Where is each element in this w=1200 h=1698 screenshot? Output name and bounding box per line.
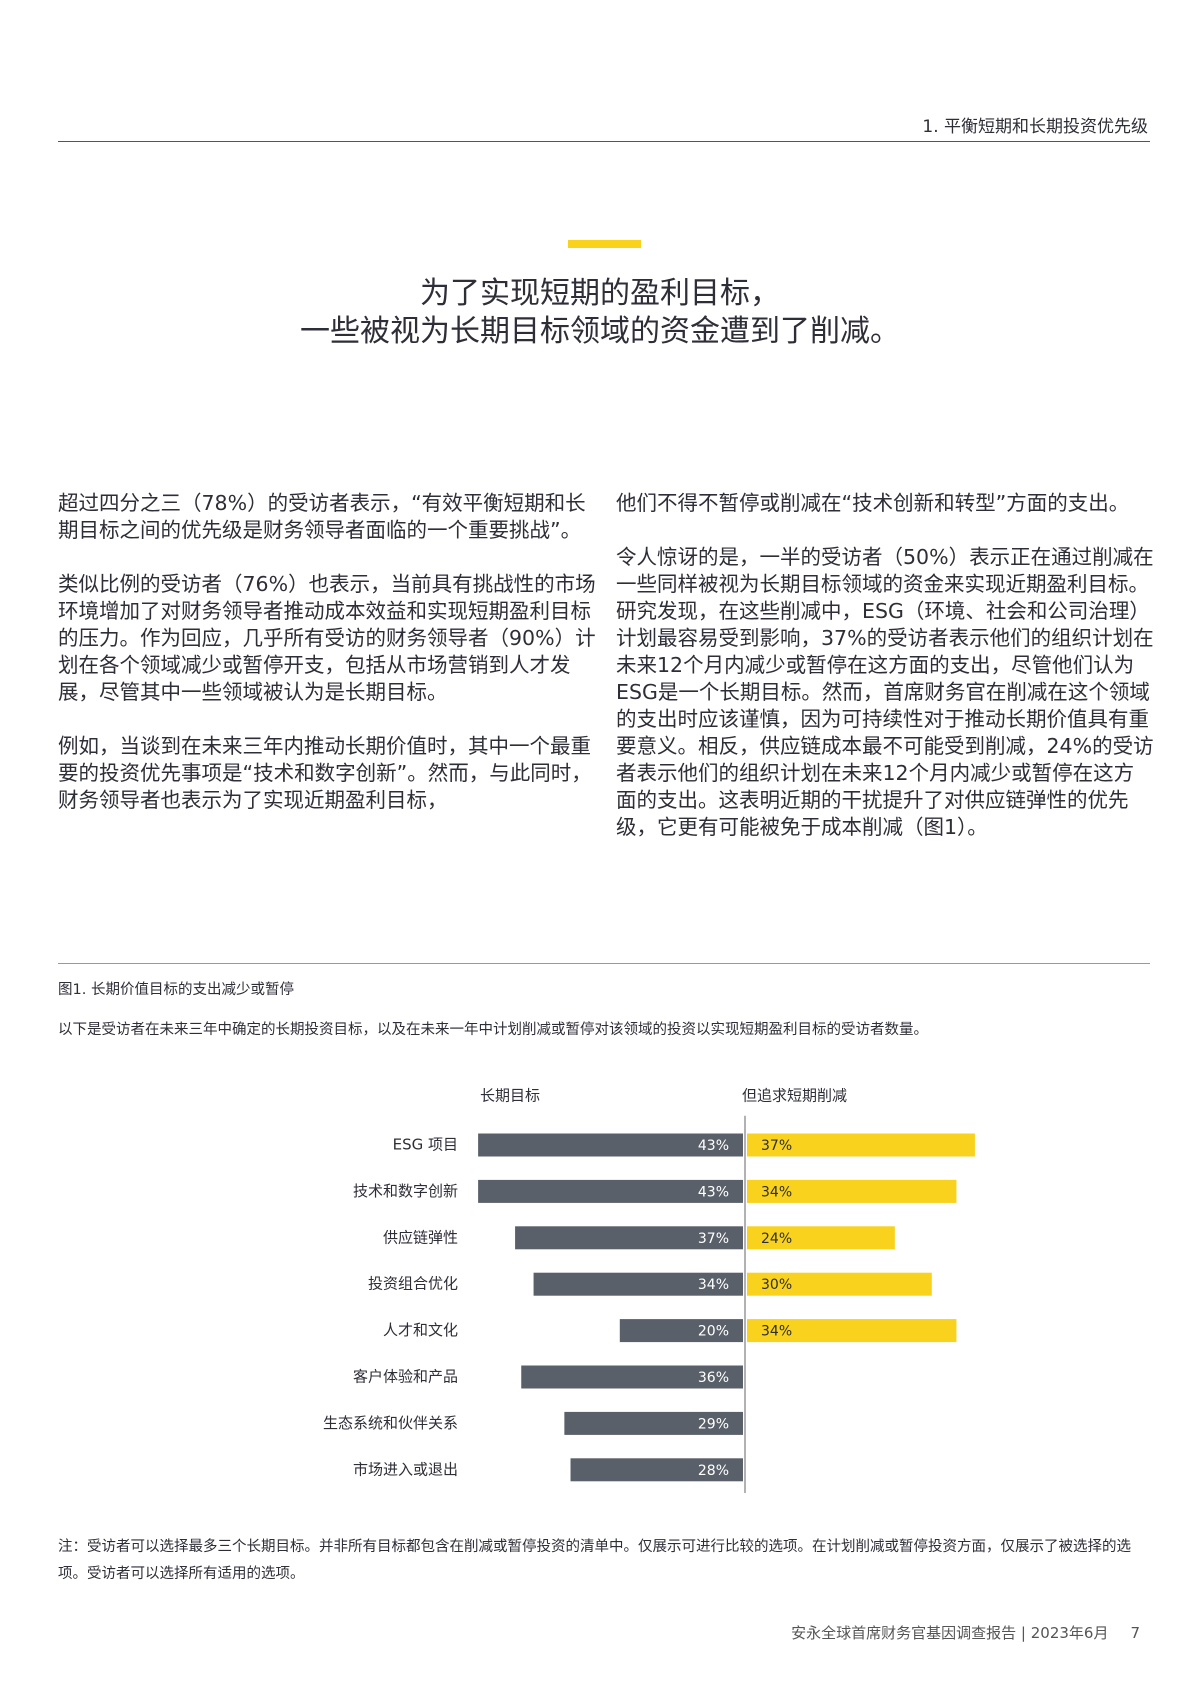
category-label: ESG 项目 xyxy=(393,1136,458,1154)
bar xyxy=(747,1272,932,1296)
page-number: 7 xyxy=(1130,1624,1140,1642)
bar xyxy=(570,1458,743,1482)
figure-subtitle: 以下是受访者在未来三年中确定的长期投资目标，以及在未来一年中计划削减或暂停对该领… xyxy=(58,1022,928,1038)
left-column: 超过四分之三（78%）的受访者表示，“有效平衡短期和长期目标之间的优先级是财务领… xyxy=(58,490,596,841)
category-label: 客户体验和产品 xyxy=(353,1368,458,1386)
value-label: 28% xyxy=(698,1463,729,1479)
value-label: 37% xyxy=(698,1231,729,1247)
footnote: 注：受访者可以选择最多三个长期目标。并非所有目标都包含在削减或暂停投资的清单中。… xyxy=(58,1539,1131,1582)
bar xyxy=(478,1133,743,1157)
paragraph: 他们不得不暂停或削减在“技术创新和转型”方面的支出。 xyxy=(616,491,1130,515)
value-label: 43% xyxy=(698,1184,729,1200)
report-name: 安永全球首席财务官基因调查报告 | 2023年6月 xyxy=(791,1624,1109,1642)
bar xyxy=(747,1179,957,1203)
value-label: 37% xyxy=(761,1138,792,1154)
bar xyxy=(619,1319,743,1343)
value-label: 29% xyxy=(698,1416,729,1432)
rule xyxy=(58,963,1150,964)
paragraph: 令人惊讶的是，一半的受访者（50%）表示正在通过削减在一些同样被视为长期目标领域… xyxy=(616,545,1154,839)
figure-title: 图1. 长期价值目标的支出减少或暂停 xyxy=(58,982,294,998)
rule xyxy=(58,141,1150,142)
series-header: 但追求短期削减 xyxy=(742,1087,847,1105)
series-header: 长期目标 xyxy=(480,1087,540,1105)
bar xyxy=(478,1179,743,1203)
paragraph: 超过四分之三（78%）的受访者表示，“有效平衡短期和长期目标之间的优先级是财务领… xyxy=(58,491,586,542)
category-label: 供应链弹性 xyxy=(383,1228,458,1246)
bar xyxy=(747,1226,895,1250)
section-title: 1. 平衡短期和长期投资优先级 xyxy=(922,117,1148,137)
value-label: 34% xyxy=(761,1324,792,1340)
bar xyxy=(533,1272,743,1296)
value-label: 43% xyxy=(698,1138,729,1154)
paragraph: 类似比例的受访者（76%）也表示，当前具有挑战性的市场环境增加了对财务领导者推动… xyxy=(58,572,596,704)
bar xyxy=(747,1133,975,1157)
right-column: 他们不得不暂停或削减在“技术创新和转型”方面的支出。 令人惊讶的是，一半的受访者… xyxy=(616,490,1154,868)
footer: 安永全球首席财务官基因调查报告 | 2023年6月 7 xyxy=(791,1622,1140,1643)
category-label: 人才和文化 xyxy=(383,1321,458,1339)
bar xyxy=(515,1226,743,1250)
category-label: 生态系统和伙伴关系 xyxy=(323,1414,458,1432)
value-label: 24% xyxy=(761,1231,792,1247)
bar xyxy=(747,1319,957,1343)
value-label: 34% xyxy=(761,1184,792,1200)
value-label: 30% xyxy=(761,1277,792,1293)
chart: 长期目标 但追求短期削减 ESG 项目 43% 37% 技术和数字创新 43% 34% 供应链弹… xyxy=(323,1087,975,1493)
value-label: 34% xyxy=(698,1277,729,1293)
headline: 一些被视为长期目标领域的资金遭到了削减。 xyxy=(300,314,900,349)
category-label: 投资组合优化 xyxy=(368,1275,458,1293)
headline: 为了实现短期的盈利目标， xyxy=(420,276,780,311)
bar xyxy=(521,1365,743,1389)
category-label: 技术和数字创新 xyxy=(353,1182,458,1200)
category-label: 市场进入或退出 xyxy=(353,1460,458,1478)
accent-bar xyxy=(568,240,641,248)
value-label: 20% xyxy=(698,1324,729,1340)
paragraph: 例如，当谈到在未来三年内推动长期价值时，其中一个最重要的投资优先事项是“技术和数… xyxy=(58,734,592,812)
value-label: 36% xyxy=(698,1370,729,1386)
bar xyxy=(564,1411,743,1435)
